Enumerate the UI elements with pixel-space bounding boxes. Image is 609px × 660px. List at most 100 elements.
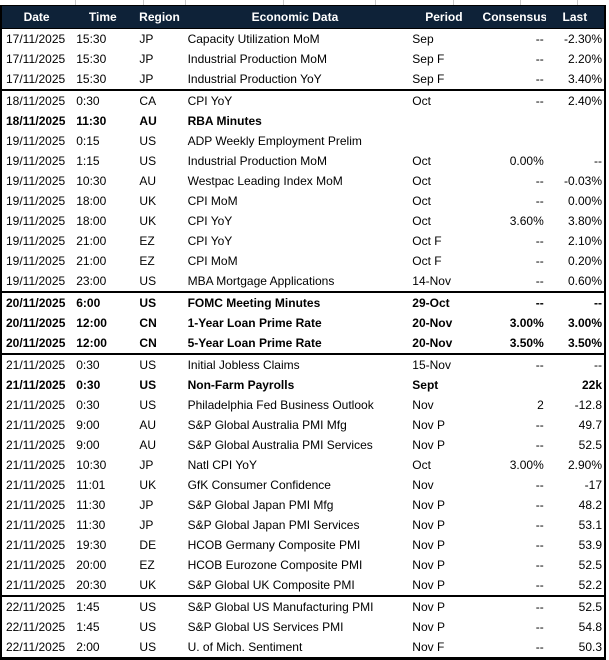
consensus-cell[interactable]: -- <box>482 435 546 455</box>
event-cell[interactable]: ADP Weekly Employment Prelim <box>184 131 406 151</box>
date-cell[interactable]: 21/11/2025 <box>1 495 72 515</box>
consensus-cell[interactable]: -- <box>482 89 546 111</box>
period-cell[interactable]: Oct <box>405 455 483 475</box>
region-cell[interactable]: US <box>134 617 185 637</box>
period-cell[interactable] <box>405 111 483 131</box>
header-last[interactable]: Last <box>545 5 605 29</box>
period-cell[interactable]: Sep F <box>405 49 483 69</box>
event-cell[interactable]: U. of Mich. Sentiment <box>184 637 406 659</box>
time-cell[interactable]: 1:45 <box>71 595 135 617</box>
event-cell[interactable]: Industrial Production MoM <box>184 151 406 171</box>
period-cell[interactable]: 20-Nov <box>405 333 483 354</box>
region-cell[interactable]: CA <box>134 89 185 111</box>
header-region[interactable]: Region <box>134 5 185 29</box>
date-cell[interactable]: 17/11/2025 <box>1 49 72 69</box>
date-cell[interactable]: 21/11/2025 <box>1 535 72 555</box>
consensus-cell[interactable]: 2 <box>482 395 546 415</box>
event-cell[interactable]: Philadelphia Fed Business Outlook <box>184 395 406 415</box>
period-cell[interactable]: 15-Nov <box>405 353 483 375</box>
date-cell[interactable]: 20/11/2025 <box>1 313 72 333</box>
period-cell[interactable]: Nov F <box>405 637 483 659</box>
period-cell[interactable]: Oct <box>405 191 483 211</box>
header-period[interactable]: Period <box>405 5 483 29</box>
period-cell[interactable]: Oct <box>405 151 483 171</box>
consensus-cell[interactable]: -- <box>482 637 546 659</box>
region-cell[interactable]: CN <box>134 313 185 333</box>
time-cell[interactable]: 0:30 <box>71 89 135 111</box>
time-cell[interactable]: 15:30 <box>71 69 135 90</box>
consensus-cell[interactable]: -- <box>482 415 546 435</box>
region-cell[interactable]: AU <box>134 111 185 131</box>
last-cell[interactable]: 53.9 <box>545 535 605 555</box>
consensus-cell[interactable]: -- <box>482 291 546 313</box>
time-cell[interactable]: 11:01 <box>71 475 135 495</box>
region-cell[interactable]: US <box>134 595 185 617</box>
region-cell[interactable]: US <box>134 291 185 313</box>
region-cell[interactable]: JP <box>134 69 185 90</box>
date-cell[interactable]: 20/11/2025 <box>1 291 72 313</box>
last-cell[interactable]: 22k <box>545 375 605 395</box>
region-cell[interactable]: JP <box>134 455 185 475</box>
event-cell[interactable]: 1-Year Loan Prime Rate <box>184 313 406 333</box>
period-cell[interactable]: Oct <box>405 211 483 231</box>
consensus-cell[interactable]: -- <box>482 555 546 575</box>
last-cell[interactable]: 52.5 <box>545 595 605 617</box>
period-cell[interactable]: Sep F <box>405 69 483 90</box>
event-cell[interactable]: S&P Global Australia PMI Mfg <box>184 415 406 435</box>
period-cell[interactable]: Nov P <box>405 435 483 455</box>
period-cell[interactable]: Nov P <box>405 415 483 435</box>
last-cell[interactable]: 48.2 <box>545 495 605 515</box>
last-cell[interactable]: 3.00% <box>545 313 605 333</box>
last-cell[interactable]: 54.8 <box>545 617 605 637</box>
time-cell[interactable]: 23:00 <box>71 271 135 292</box>
time-cell[interactable]: 18:00 <box>71 191 135 211</box>
time-cell[interactable]: 21:00 <box>71 251 135 271</box>
event-cell[interactable]: S&P Global US Manufacturing PMI <box>184 595 406 617</box>
consensus-cell[interactable]: -- <box>482 475 546 495</box>
last-cell[interactable]: 2.40% <box>545 89 605 111</box>
period-cell[interactable]: Sept <box>405 375 483 395</box>
consensus-cell[interactable]: -- <box>482 515 546 535</box>
time-cell[interactable]: 9:00 <box>71 435 135 455</box>
time-cell[interactable]: 0:30 <box>71 353 135 375</box>
event-cell[interactable]: S&P Global US Services PMI <box>184 617 406 637</box>
last-cell[interactable]: -17 <box>545 475 605 495</box>
consensus-cell[interactable]: -- <box>482 251 546 271</box>
region-cell[interactable]: US <box>134 131 185 151</box>
date-cell[interactable]: 18/11/2025 <box>1 89 72 111</box>
event-cell[interactable]: Industrial Production MoM <box>184 49 406 69</box>
region-cell[interactable]: DE <box>134 535 185 555</box>
consensus-cell[interactable]: 3.60% <box>482 211 546 231</box>
period-cell[interactable]: Nov P <box>405 595 483 617</box>
date-cell[interactable]: 22/11/2025 <box>1 595 72 617</box>
consensus-cell[interactable]: -- <box>482 69 546 90</box>
last-cell[interactable]: -0.03% <box>545 171 605 191</box>
event-cell[interactable]: CPI YoY <box>184 211 406 231</box>
date-cell[interactable]: 20/11/2025 <box>1 333 72 354</box>
date-cell[interactable]: 21/11/2025 <box>1 475 72 495</box>
time-cell[interactable]: 15:30 <box>71 49 135 69</box>
region-cell[interactable]: AU <box>134 171 185 191</box>
region-cell[interactable]: UK <box>134 475 185 495</box>
event-cell[interactable]: Industrial Production YoY <box>184 69 406 90</box>
region-cell[interactable]: AU <box>134 415 185 435</box>
period-cell[interactable]: Nov P <box>405 535 483 555</box>
date-cell[interactable]: 19/11/2025 <box>1 251 72 271</box>
last-cell[interactable]: 53.1 <box>545 515 605 535</box>
date-cell[interactable]: 18/11/2025 <box>1 111 72 131</box>
consensus-cell[interactable]: -- <box>482 49 546 69</box>
event-cell[interactable]: CPI MoM <box>184 251 406 271</box>
event-cell[interactable]: CPI YoY <box>184 231 406 251</box>
last-cell[interactable]: 49.7 <box>545 415 605 435</box>
header-consensus[interactable]: Consensus <box>482 5 546 29</box>
last-cell[interactable]: 3.50% <box>545 333 605 354</box>
period-cell[interactable]: 29-Oct <box>405 291 483 313</box>
time-cell[interactable]: 11:30 <box>71 495 135 515</box>
event-cell[interactable]: Initial Jobless Claims <box>184 353 406 375</box>
event-cell[interactable]: GfK Consumer Confidence <box>184 475 406 495</box>
time-cell[interactable]: 19:30 <box>71 535 135 555</box>
event-cell[interactable]: RBA Minutes <box>184 111 406 131</box>
date-cell[interactable]: 21/11/2025 <box>1 575 72 596</box>
period-cell[interactable]: Nov P <box>405 555 483 575</box>
last-cell[interactable]: -- <box>545 291 605 313</box>
